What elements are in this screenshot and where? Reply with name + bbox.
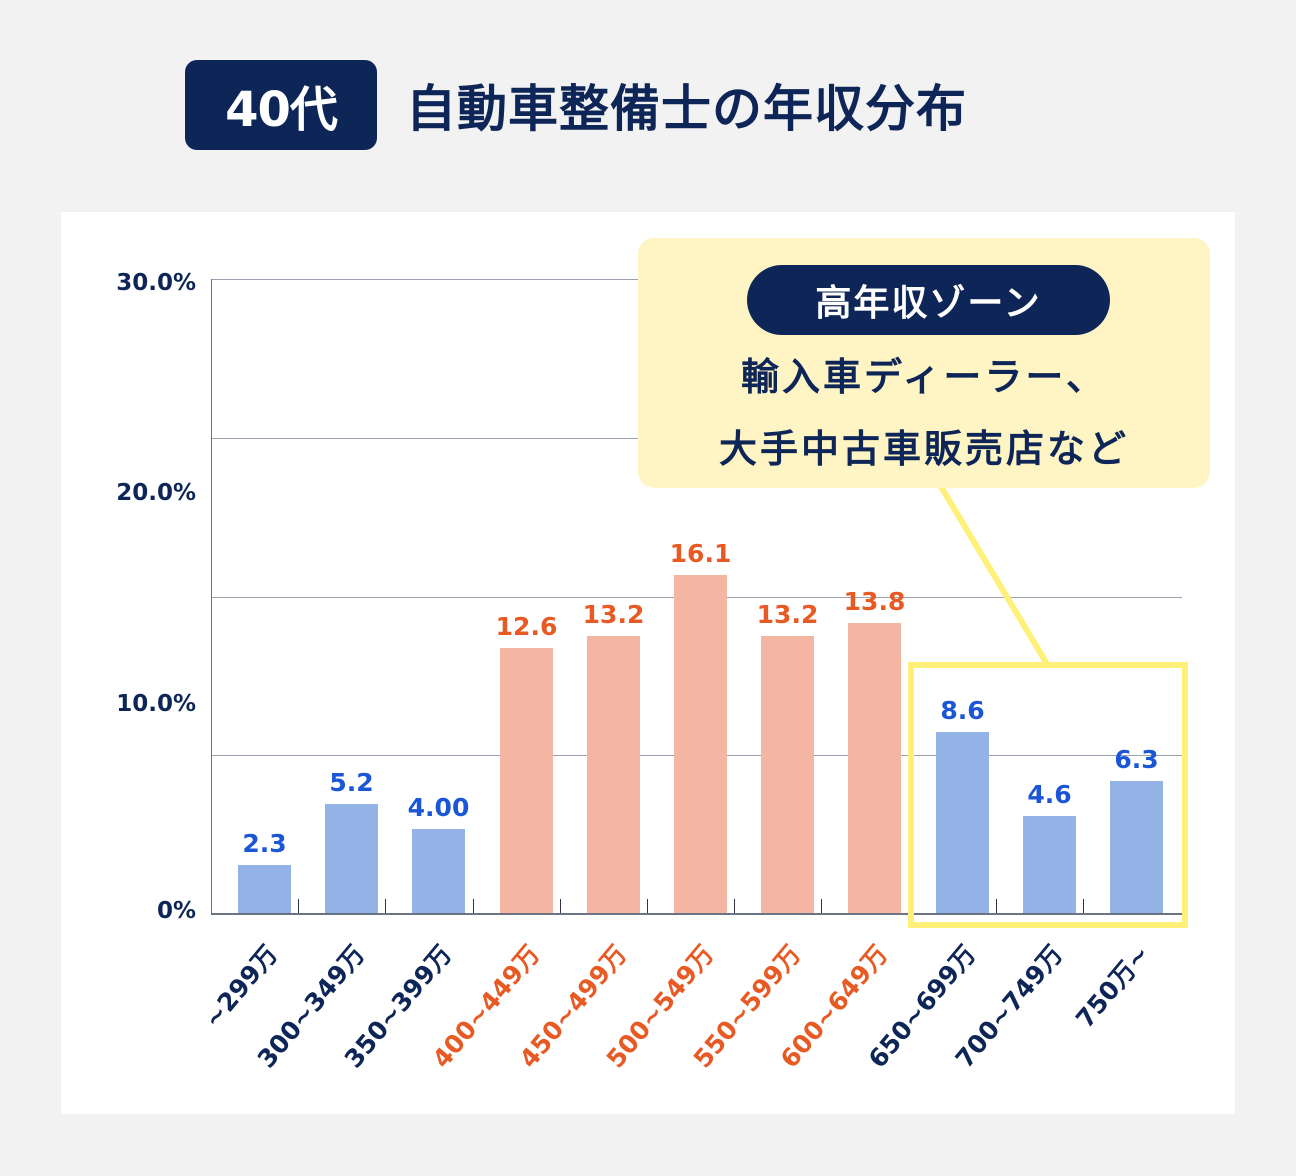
bar bbox=[1110, 781, 1163, 913]
bar bbox=[412, 829, 465, 913]
x-tick-mark bbox=[734, 899, 735, 913]
bar-value-label: 13.2 bbox=[582, 600, 645, 629]
bar bbox=[238, 865, 291, 913]
high-income-callout: 高年収ゾーン 輸入車ディーラー、 大手中古車販売店など bbox=[638, 238, 1210, 488]
bar bbox=[325, 804, 378, 913]
bar-value-label: 13.8 bbox=[843, 587, 906, 616]
bar bbox=[500, 648, 553, 913]
x-tick-mark bbox=[647, 899, 648, 913]
high-income-highlight-box bbox=[908, 662, 1188, 928]
bar bbox=[936, 732, 989, 913]
age-group-badge: 40代 bbox=[185, 60, 377, 150]
x-tick-mark bbox=[1083, 899, 1084, 913]
bar bbox=[848, 623, 901, 913]
x-tick-mark bbox=[996, 899, 997, 913]
callout-text-line-1: 輸入車ディーラー、 bbox=[741, 355, 1107, 399]
bar-value-label: 2.3 bbox=[242, 829, 287, 858]
page-title: 自動車整備士の年収分布 bbox=[406, 80, 967, 138]
callout-pill: 高年収ゾーン bbox=[747, 265, 1110, 335]
bar-value-label: 6.3 bbox=[1114, 745, 1159, 774]
x-axis bbox=[211, 913, 1182, 915]
bar-value-label: 8.6 bbox=[940, 696, 985, 725]
x-tick-mark bbox=[560, 899, 561, 913]
bar-value-label: 12.6 bbox=[495, 612, 558, 641]
y-axis bbox=[211, 279, 212, 913]
bar-value-label: 4.6 bbox=[1027, 780, 1072, 809]
bar-value-label: 16.1 bbox=[669, 539, 732, 568]
bar-value-label: 4.00 bbox=[407, 793, 470, 822]
bar-value-label: 5.2 bbox=[329, 768, 374, 797]
bar-value-label: 13.2 bbox=[756, 600, 819, 629]
x-tick-mark bbox=[385, 899, 386, 913]
y-tick-label: 0% bbox=[156, 898, 196, 924]
x-tick-mark bbox=[473, 899, 474, 913]
x-tick-mark bbox=[821, 899, 822, 913]
x-tick-mark bbox=[298, 899, 299, 913]
bar bbox=[1023, 816, 1076, 913]
bar bbox=[761, 636, 814, 913]
y-tick-label: 10.0% bbox=[116, 691, 196, 717]
bar bbox=[587, 636, 640, 913]
bar bbox=[674, 575, 727, 913]
callout-text-line-2: 大手中古車販売店など bbox=[718, 427, 1129, 471]
y-tick-label: 30.0% bbox=[116, 270, 196, 296]
y-tick-label: 20.0% bbox=[116, 480, 196, 506]
